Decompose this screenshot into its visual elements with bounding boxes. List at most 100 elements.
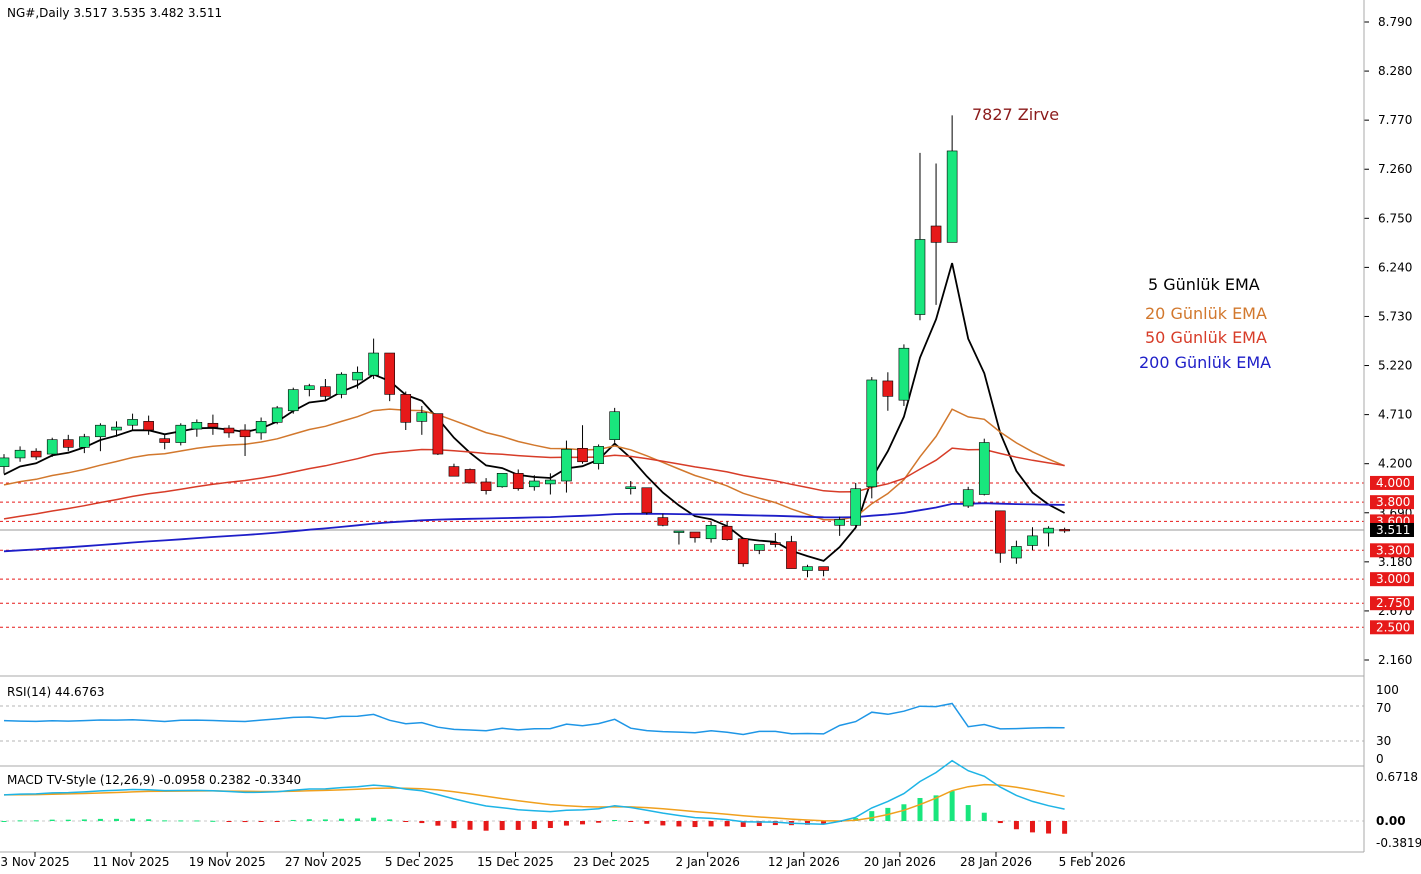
date-tick-label: 19 Nov 2025 [189, 855, 266, 869]
price-tick-label: 5.220 [1378, 359, 1412, 373]
candle [705, 521, 717, 543]
candle [786, 535, 797, 569]
candle-body-bear [657, 517, 669, 526]
candle-body-bear [770, 542, 781, 545]
candle [882, 372, 894, 411]
candle-body-bull [287, 389, 299, 412]
candle [737, 538, 749, 567]
candle-body-bull [753, 544, 765, 551]
candle-body-bear [737, 538, 749, 565]
candle [898, 344, 910, 406]
candle [159, 434, 170, 450]
macd-histogram-bar [451, 821, 457, 829]
macd-histogram-bar [949, 791, 955, 821]
price-tick-label: 6.750 [1378, 211, 1412, 225]
candle [1059, 527, 1070, 533]
rsi-tick-30: 30 [1376, 734, 1391, 748]
date-axis: 3 Nov 2025 11 Nov 2025 19 Nov 2025 27 Nov 2… [0, 852, 1126, 869]
price-pane[interactable]: NG#,Daily 3.517 3.535 3.482 3.511 7827 Z… [0, 6, 1364, 628]
candle [753, 544, 765, 555]
candle [834, 516, 845, 536]
level-label: 2.500 [1376, 620, 1410, 634]
candle [995, 510, 1006, 563]
candle [111, 421, 122, 437]
date-tick-label: 20 Jan 2026 [864, 855, 936, 869]
macd-histogram-bar [772, 821, 778, 826]
candle [448, 463, 460, 477]
candle [609, 407, 620, 443]
candle [127, 413, 138, 431]
legend-ema-20: 20 Günlük EMA [1145, 304, 1267, 323]
level-badge [1370, 620, 1414, 635]
macd-histogram-bar [194, 820, 200, 822]
candle [255, 417, 267, 440]
candle [1027, 527, 1038, 551]
candle-body-bear [448, 466, 460, 477]
candle-body-bull [14, 449, 26, 459]
candle [641, 487, 653, 515]
candle [673, 530, 685, 545]
macd-histogram-bar [724, 821, 730, 827]
candle [770, 532, 781, 548]
macd-histogram-bar [355, 818, 361, 821]
candle [818, 566, 829, 577]
macd-histogram-bar [740, 821, 746, 827]
macd-histogram-bar [547, 821, 553, 828]
candle-body-bear [239, 429, 251, 438]
level-badge [1370, 572, 1414, 587]
candle-body-bear [577, 447, 588, 463]
level-label: 3.300 [1376, 543, 1410, 557]
candle [271, 405, 283, 425]
macd-histogram-bar [628, 821, 634, 822]
candle [593, 444, 604, 470]
candle-body-bear [786, 541, 797, 569]
legend-ema-5: 5 Günlük EMA [1148, 275, 1260, 294]
macd-histogram-bar [901, 804, 907, 821]
candle-body-bear [480, 481, 492, 491]
candle [207, 414, 219, 435]
candle [287, 387, 299, 414]
candle-body-bear [995, 510, 1006, 554]
macd-histogram-bar [306, 819, 312, 821]
candle [946, 115, 958, 243]
candle-body-bull [705, 524, 717, 540]
candle-body-bull [1043, 527, 1054, 534]
candle [480, 478, 492, 495]
candle [432, 413, 444, 456]
level-badge [1370, 596, 1414, 611]
rsi-pane[interactable]: RSI(14) 44.6763 100 70 30 0 [0, 675, 1399, 766]
candle-body-bull [175, 424, 187, 443]
macd-histogram-bar [821, 821, 827, 825]
candle-body-bear [384, 352, 395, 395]
candle [529, 475, 540, 491]
candle-body-bull [673, 530, 685, 533]
candle-body-bull [368, 352, 379, 376]
macd-histogram-bar [708, 821, 714, 827]
candle [802, 564, 813, 578]
candle [1011, 540, 1022, 564]
candle-body-bull [593, 446, 604, 464]
candle-body-bull [914, 239, 926, 315]
candle [223, 425, 235, 438]
support-resistance-levels [0, 482, 1364, 628]
macd-histogram-bar [130, 818, 136, 821]
macd-histogram [1, 791, 1068, 834]
candle [866, 377, 878, 499]
macd-histogram-bar [1029, 821, 1035, 833]
macd-histogram-bar [338, 818, 344, 821]
candle-body-bull [111, 426, 122, 431]
candle-body-bull [834, 519, 845, 526]
macd-histogram-bar [515, 821, 521, 830]
candle-body-bear [400, 394, 412, 423]
candle-body-bear [320, 386, 331, 397]
rsi-tick-70: 70 [1376, 701, 1391, 715]
candle-body-bull [625, 486, 637, 490]
macd-histogram-bar [596, 821, 602, 823]
macd-pane[interactable]: MACD TV-Style (12,26,9) -0.0958 0.2382 -… [0, 759, 1421, 850]
candle-body-bear [223, 427, 235, 434]
candle-body-bull [866, 379, 878, 488]
candle [62, 434, 74, 452]
candle [79, 433, 90, 454]
macd-line [3, 759, 1065, 825]
